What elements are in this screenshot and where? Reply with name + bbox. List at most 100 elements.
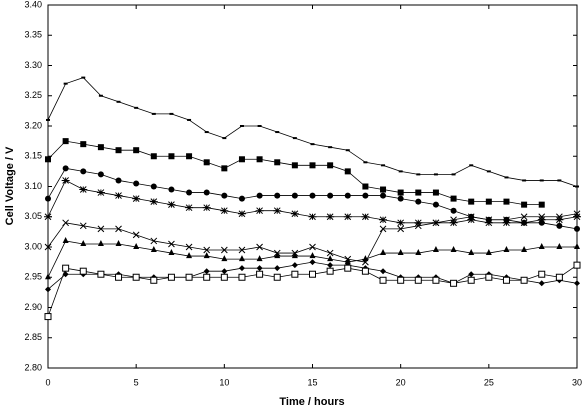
- marker: [414, 276, 422, 284]
- marker: [273, 273, 281, 281]
- marker: [238, 156, 245, 163]
- series-line: [47, 77, 578, 187]
- marker: [97, 270, 105, 278]
- marker: [520, 276, 528, 284]
- marker: [327, 192, 334, 199]
- marker: [327, 262, 334, 269]
- y-tick-label: 3.40: [24, 0, 42, 9]
- marker: [238, 195, 245, 202]
- marker: [327, 255, 334, 262]
- marker: [344, 258, 351, 265]
- marker: [290, 210, 299, 218]
- marker: [414, 219, 423, 227]
- marker: [397, 249, 404, 256]
- marker: [221, 165, 228, 172]
- marker: [538, 243, 545, 249]
- marker: [97, 225, 105, 233]
- marker: [573, 213, 581, 221]
- marker: [203, 246, 211, 254]
- marker: [97, 171, 104, 178]
- marker: [185, 204, 194, 212]
- marker: [238, 265, 245, 272]
- marker: [150, 183, 157, 190]
- marker: [44, 243, 52, 251]
- marker: [203, 268, 210, 275]
- marker: [79, 186, 88, 193]
- marker: [291, 262, 298, 269]
- marker: [538, 270, 546, 278]
- marker: [185, 273, 193, 281]
- marker: [45, 195, 51, 202]
- marker: [380, 192, 387, 199]
- marker: [45, 286, 51, 293]
- marker: [256, 265, 263, 272]
- marker: [309, 243, 316, 251]
- y-axis-title: Cell Voltage / V: [4, 146, 16, 225]
- y-tick-label: 2.90: [24, 302, 42, 312]
- marker: [255, 207, 264, 215]
- marker: [379, 276, 387, 284]
- marker: [238, 246, 246, 254]
- y-tick-label: 2.95: [24, 272, 42, 282]
- x-tick-label: 10: [219, 377, 229, 387]
- marker: [520, 213, 528, 221]
- marker: [274, 252, 281, 259]
- marker: [150, 246, 157, 253]
- marker: [167, 273, 175, 281]
- marker: [502, 219, 511, 227]
- marker: [344, 264, 352, 272]
- x-tick-label: 5: [134, 377, 139, 387]
- marker: [415, 189, 422, 196]
- marker: [185, 243, 193, 251]
- marker: [133, 147, 140, 154]
- marker: [221, 268, 228, 275]
- marker: [556, 243, 563, 249]
- marker: [326, 267, 334, 275]
- marker: [343, 213, 352, 221]
- marker: [450, 195, 457, 202]
- marker: [415, 249, 422, 256]
- marker: [203, 273, 211, 281]
- marker: [380, 268, 387, 275]
- marker: [115, 225, 122, 233]
- marker: [467, 216, 476, 224]
- marker: [484, 219, 493, 227]
- marker: [203, 189, 210, 196]
- marker: [555, 273, 563, 281]
- marker: [291, 162, 298, 169]
- marker: [62, 271, 69, 278]
- marker: [537, 216, 546, 224]
- marker: [309, 162, 316, 169]
- marker: [485, 273, 493, 281]
- marker: [150, 237, 158, 245]
- marker: [62, 236, 69, 243]
- y-tick-label: 2.80: [24, 362, 42, 372]
- y-tick-label: 2.85: [24, 332, 42, 342]
- marker: [186, 153, 193, 160]
- marker: [327, 162, 334, 169]
- marker: [502, 276, 510, 284]
- marker: [326, 249, 334, 257]
- marker: [80, 168, 87, 175]
- marker: [45, 273, 51, 280]
- marker: [520, 219, 529, 227]
- x-tick-label: 30: [572, 377, 582, 387]
- marker: [133, 243, 140, 249]
- marker: [132, 231, 140, 239]
- marker: [238, 273, 246, 281]
- marker: [167, 201, 176, 209]
- x-axis-title: Time / hours: [279, 396, 344, 408]
- marker: [309, 259, 316, 266]
- marker: [415, 198, 422, 205]
- marker: [220, 246, 228, 254]
- marker: [361, 267, 369, 275]
- marker: [379, 225, 387, 233]
- marker: [397, 189, 404, 196]
- marker: [309, 252, 316, 259]
- marker: [44, 213, 52, 221]
- marker: [45, 156, 51, 163]
- marker: [344, 192, 351, 199]
- marker: [538, 213, 546, 221]
- marker: [115, 177, 122, 184]
